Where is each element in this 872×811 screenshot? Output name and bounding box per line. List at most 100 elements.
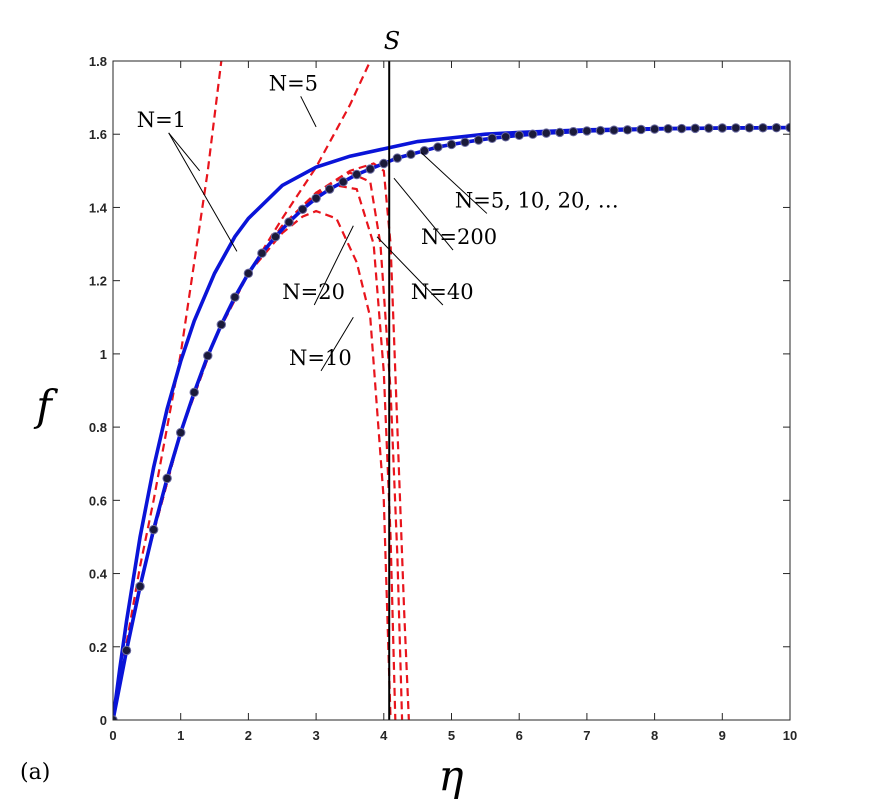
series-point (528, 129, 538, 139)
x-tick-label: 3 (312, 728, 319, 743)
x-tick-label: 0 (109, 728, 116, 743)
series-point (270, 232, 281, 242)
series-point (230, 292, 240, 302)
y-tick-label: 1.4 (89, 200, 108, 215)
axes: 0 1 2 3 4 5 6 7 8 9 10 0 0.2 0.4 0.6 0.8 1 1.2 1.4 1.6 1.8 (89, 54, 797, 743)
series-group (113, 61, 790, 720)
y-tick-label: 1 (100, 347, 107, 362)
annotation-leader (320, 317, 354, 372)
series-point (189, 387, 199, 398)
series-point (568, 126, 579, 137)
series-point (446, 139, 457, 150)
series-point (636, 124, 646, 135)
series-point (216, 319, 227, 330)
series-point (162, 473, 172, 484)
x-tick-label: 9 (719, 728, 726, 743)
series-point (135, 581, 145, 592)
annotation-label: N=20 (282, 280, 345, 304)
annotation-leader (313, 225, 354, 306)
y-tick-label: 0.2 (89, 640, 107, 655)
series-point (148, 524, 159, 535)
series-line-converged (113, 125, 790, 720)
series-point (744, 123, 755, 133)
y-tick-label: 1.6 (89, 127, 107, 142)
series-point (473, 135, 484, 145)
series-point (243, 268, 254, 279)
x-tick-label: 10 (783, 728, 797, 743)
annotation-leader (300, 96, 317, 128)
series-point (771, 123, 782, 133)
series-point (487, 133, 497, 143)
series-point (717, 123, 727, 133)
series-point (595, 125, 606, 136)
series-point (352, 169, 362, 180)
vline-label: S (384, 27, 400, 55)
annotation-leader (393, 177, 454, 251)
series-point (392, 153, 403, 163)
series-point (419, 145, 430, 156)
series-point (365, 164, 375, 174)
series-point (257, 248, 267, 258)
series-point (406, 149, 416, 160)
annotation-leader (168, 132, 238, 252)
annotation-label: N=1 (137, 108, 186, 132)
annotation-label: N=40 (411, 280, 474, 304)
series-point (121, 645, 132, 656)
series-point (297, 204, 308, 214)
y-tick-label: 0 (100, 713, 107, 728)
y-axis-title: f (33, 381, 58, 430)
series-point (690, 123, 700, 134)
annotation-label: N=5 (269, 71, 318, 95)
y-tick-label: 0.6 (89, 493, 107, 508)
y-tick-label: 0.8 (89, 420, 107, 435)
series-point (663, 124, 673, 134)
annotations: N=1 N=5 N=5, 10, 20, … N=200 N=20 N=40 N=10 (137, 71, 619, 372)
series-point (541, 128, 551, 138)
series-point (500, 132, 511, 142)
series-point (176, 427, 186, 438)
plot-area (113, 61, 790, 720)
series-point (555, 127, 565, 138)
y-tick-label: 0.4 (89, 567, 108, 582)
x-tick-label: 5 (448, 728, 455, 743)
annotation-leader (168, 132, 201, 172)
y-tick-label: 1.2 (89, 274, 107, 289)
series-point (284, 217, 294, 227)
series-point (433, 142, 443, 152)
annotation-label: N=5, 10, 20, … (455, 188, 619, 212)
series-point (460, 137, 470, 147)
series-point (758, 123, 768, 133)
series-line-n-1-truncated (113, 61, 223, 720)
panel-label: (a) (20, 760, 50, 785)
series-point (379, 158, 389, 169)
annotation-label: N=10 (289, 346, 352, 370)
series-line-n-5-truncated (113, 61, 372, 720)
series-point (649, 124, 660, 134)
x-tick-label: 7 (583, 728, 590, 743)
annotation-leader (376, 236, 444, 306)
series-point (676, 123, 687, 134)
series-point (704, 123, 714, 133)
x-tick-label: 6 (516, 728, 523, 743)
x-tick-label: 8 (651, 728, 658, 743)
y-tick-label: 1.8 (89, 54, 107, 69)
x-axis-title: η (438, 751, 463, 800)
annotation-leader (420, 152, 488, 214)
series-point (731, 123, 741, 133)
series-line-n-200-truncated (113, 162, 410, 720)
x-tick-label: 2 (245, 728, 252, 743)
series-point (338, 177, 348, 187)
axes-box (112, 60, 791, 721)
series-point (514, 130, 524, 141)
series-point (311, 193, 321, 203)
x-tick-label: 1 (177, 728, 184, 743)
series-point (622, 125, 633, 135)
series-line-n-1-blue (113, 125, 790, 720)
series-point (609, 125, 619, 135)
series-point (324, 184, 335, 194)
series-point (582, 126, 592, 136)
x-tick-label: 4 (380, 728, 388, 743)
series-point (203, 351, 213, 361)
annotation-label: N=200 (421, 225, 497, 249)
